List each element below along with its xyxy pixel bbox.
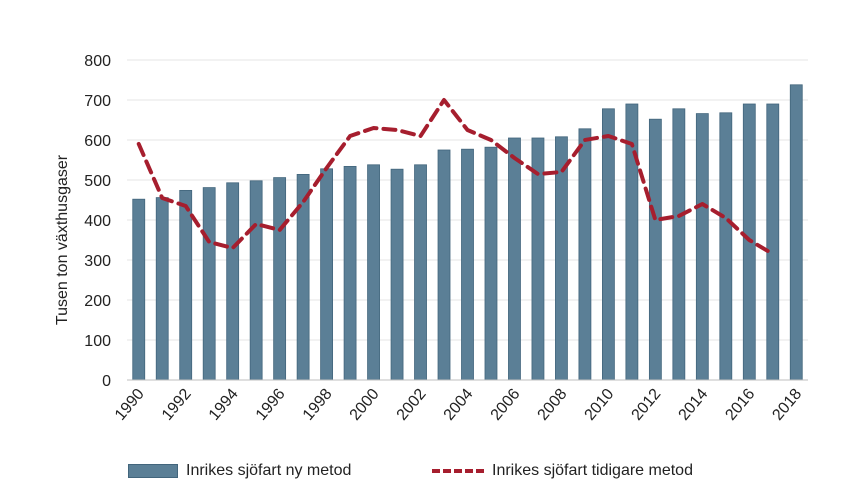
- x-tick-label: 2004: [441, 386, 477, 424]
- x-tick-label: 2016: [722, 386, 758, 424]
- y-tick-label: 0: [102, 373, 111, 390]
- bar-2014: [695, 113, 709, 381]
- bar-2012: [648, 118, 662, 381]
- bar-2010: [601, 108, 615, 381]
- y-tick-label: 100: [84, 333, 111, 350]
- y-tick-label: 500: [84, 173, 111, 190]
- bar-2006: [508, 137, 521, 381]
- bar-2003: [437, 149, 451, 381]
- x-tick-label: 2002: [394, 386, 430, 424]
- x-tick-label: 2010: [582, 386, 618, 424]
- x-tick-label: 2000: [347, 386, 383, 424]
- y-tick-label: 600: [84, 133, 111, 150]
- bar-line-chart: 0 100 200 300 400 500 600 700 800 1990 1992 1994 199…: [54, 53, 808, 424]
- bar-1996: [273, 177, 287, 381]
- x-tick-label: 2018: [769, 386, 805, 424]
- bar-2005: [484, 146, 498, 381]
- x-tick-label: 1998: [300, 386, 336, 424]
- bar-2017: [766, 103, 780, 381]
- bar-1992: [179, 189, 193, 381]
- legend-item-tidigare-metod: Inrikes sjöfart tidigare metod: [432, 462, 693, 480]
- x-tick-label: 2008: [535, 386, 571, 424]
- x-tick-label: 2012: [629, 386, 665, 424]
- bar-1993: [202, 187, 216, 381]
- x-tick-label: 1990: [112, 386, 148, 424]
- legend-label: Inrikes sjöfart ny metod: [186, 462, 352, 479]
- y-tick-label: 400: [84, 213, 111, 230]
- legend-swatch-bar: [128, 464, 178, 478]
- bar-2015: [719, 112, 733, 381]
- bar-2013: [672, 108, 686, 381]
- line-tidigare-metod: [136, 98, 775, 256]
- bar-1991: [155, 197, 169, 381]
- bar-1990: [132, 198, 146, 381]
- bar-1994: [226, 182, 240, 381]
- bar-1998: [320, 168, 334, 381]
- x-tick-label: 2014: [675, 386, 711, 424]
- bar-2018: [789, 84, 803, 381]
- y-axis-label: Tusen ton växthusgaser: [54, 154, 71, 325]
- y-tick-label: 700: [84, 93, 111, 110]
- bar-2000: [367, 164, 380, 381]
- x-tick-label: 2006: [488, 386, 524, 424]
- bar-2009: [578, 128, 592, 381]
- bar-2001: [390, 168, 404, 381]
- legend-label: Inrikes sjöfart tidigare metod: [492, 462, 693, 479]
- legend-swatch-line: [432, 469, 484, 473]
- bar-1995: [249, 180, 263, 381]
- x-tick-label: 1994: [206, 386, 242, 424]
- y-tick-label: 300: [84, 253, 111, 270]
- bar-1999: [343, 165, 357, 381]
- y-tick-label: 200: [84, 293, 111, 310]
- x-tick-label: 1996: [253, 386, 289, 424]
- bar-2002: [414, 164, 427, 381]
- bar-2004: [461, 148, 474, 381]
- y-tick-label: 800: [84, 53, 111, 70]
- x-tick-label: 1992: [159, 386, 195, 424]
- legend-item-ny-metod: Inrikes sjöfart ny metod: [128, 462, 351, 480]
